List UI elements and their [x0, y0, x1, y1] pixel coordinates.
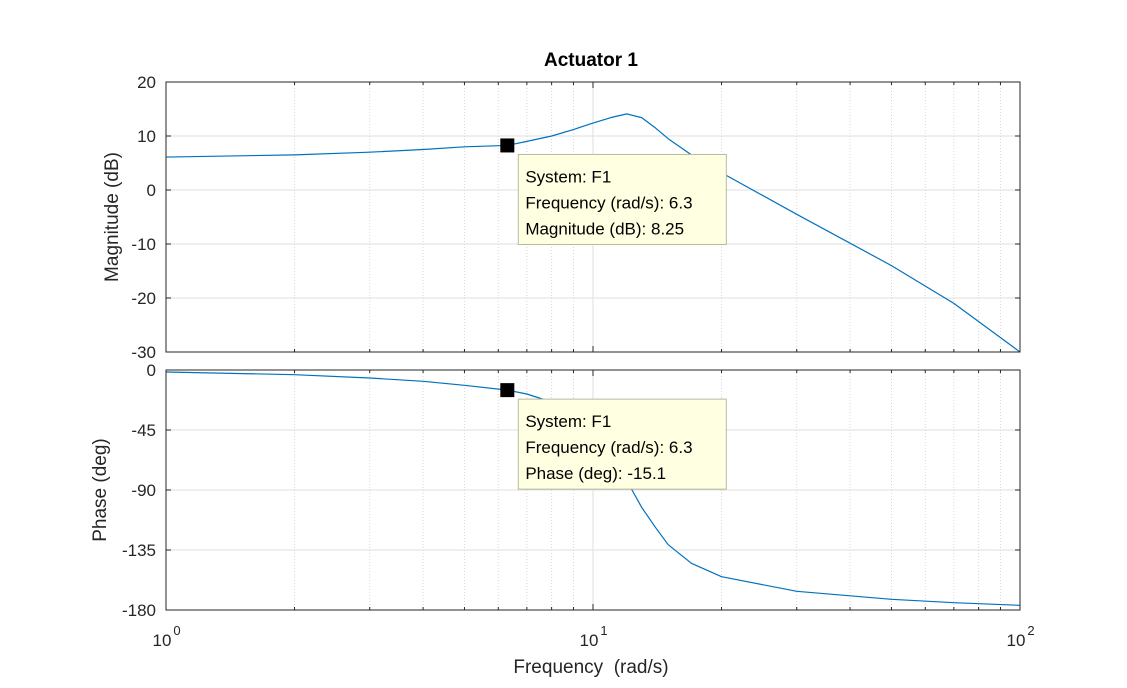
magnitude-y-tick-label: -30 [131, 343, 156, 362]
magnitude-datatip[interactable]: System: F1 Frequency (rad/s): 6.3 Magnitud… [500, 138, 727, 245]
magnitude-datatip-marker [500, 138, 515, 153]
x-tick-label: 10 [153, 631, 172, 650]
phase-y-tick-label: 0 [147, 361, 156, 380]
magnitude-y-tick-label: -20 [131, 289, 156, 308]
x-tick-label: 10 [1007, 631, 1026, 650]
phase-datatip-marker [500, 383, 515, 398]
phase-datatip-line: Phase (deg): -15.1 [525, 464, 666, 483]
x-tick-label: 10 [580, 631, 599, 650]
magnitude-y-ticks: 20 10 0 -10 -20 -30 [131, 73, 1020, 362]
magnitude-series [165, 113, 1021, 353]
magnitude-y-tick-label: 0 [147, 181, 156, 200]
phase-y-tick-label: -45 [131, 421, 156, 440]
chart-title: Actuator 1 [544, 50, 638, 71]
magnitude-ylabel: Magnitude (dB) [102, 152, 123, 282]
magnitude-datatip-line: Frequency (rad/s): 6.3 [525, 193, 692, 212]
phase-y-tick-label: -135 [122, 541, 156, 560]
phase-y-ticks: 0 -45 -90 -135 -180 [122, 361, 1020, 620]
phase-axes[interactable]: 0 -45 -90 -135 -180 System: F1 Frequency (rad… [122, 361, 1021, 620]
phase-y-tick-label: -90 [131, 481, 156, 500]
x-tick-exponent: 2 [1027, 623, 1034, 638]
magnitude-y-tick-label: 20 [137, 73, 156, 92]
x-tick-exponent: 0 [173, 623, 180, 638]
phase-ylabel: Phase (deg) [90, 438, 111, 542]
phase-datatip-line: Frequency (rad/s): 6.3 [525, 438, 692, 457]
magnitude-axes[interactable]: 20 10 0 -10 -20 -30 System: F1 Frequency (rad/… [131, 73, 1021, 362]
x-tick-exponent: 1 [600, 623, 607, 638]
magnitude-datatip-line: Magnitude (dB): 8.25 [525, 219, 684, 238]
magnitude-datatip-line: System: F1 [525, 167, 611, 186]
phase-datatip-line: System: F1 [525, 412, 611, 431]
magnitude-y-tick-label: -10 [131, 235, 156, 254]
phase-datatip[interactable]: System: F1 Frequency (rad/s): 6.3 Phase (d… [500, 383, 727, 490]
x-axis-label: Frequency (rad/s) [513, 657, 668, 678]
magnitude-response-line [165, 113, 1021, 353]
phase-datatip-box [517, 398, 727, 490]
magnitude-y-tick-label: 10 [137, 127, 156, 146]
magnitude-datatip-box [517, 153, 727, 245]
phase-y-tick-label: -180 [122, 601, 156, 620]
